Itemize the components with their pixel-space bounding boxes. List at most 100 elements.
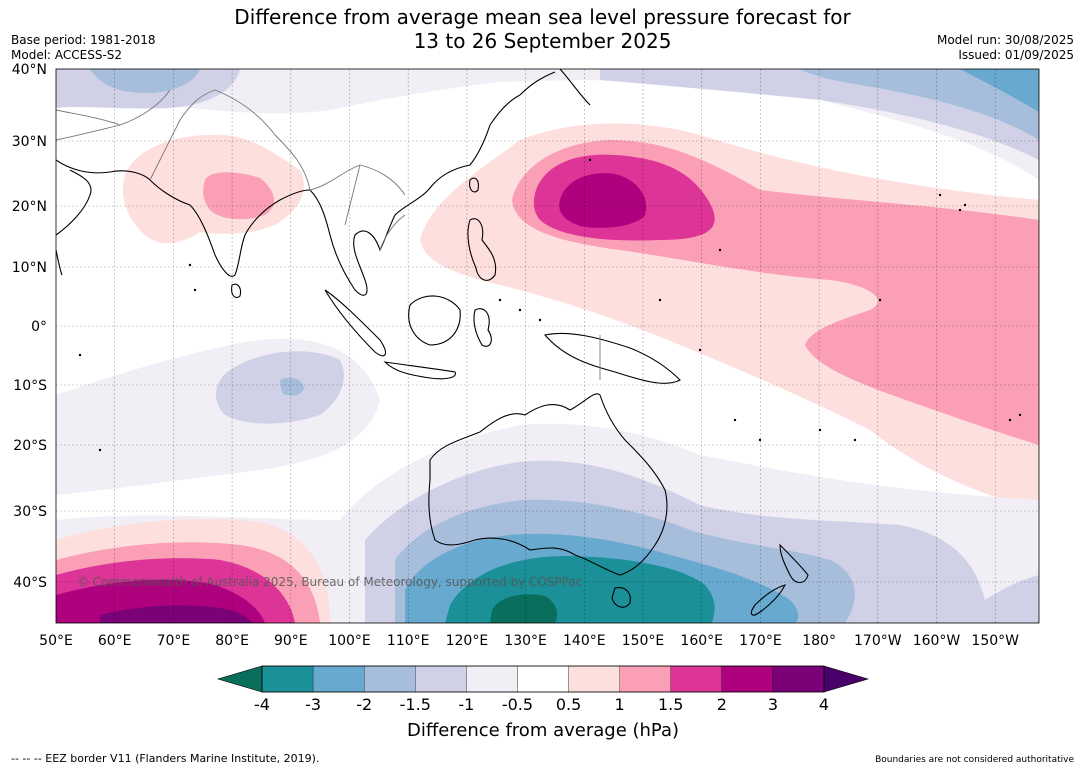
latitude-labels: 40°N 30°N 20°N 10°N 0° 10°S 20°S 30°S 40°S bbox=[12, 62, 47, 591]
colorbar-swatch bbox=[772, 665, 825, 693]
colorbar-swatch bbox=[466, 665, 518, 693]
border-3 bbox=[214, 89, 311, 191]
coast-australia bbox=[428, 393, 668, 576]
coast-sumatra bbox=[324, 289, 386, 357]
border-6 bbox=[379, 214, 406, 251]
anomaly-india-mid bbox=[203, 172, 275, 220]
coast-india bbox=[149, 179, 311, 277]
longitude-label: 130°E bbox=[504, 633, 547, 649]
meta-right: Model run: 30/08/2025 Issued: 01/09/2025 bbox=[937, 33, 1074, 63]
coast-taiwan bbox=[469, 177, 479, 193]
longitude-label: 150°W bbox=[971, 633, 1019, 649]
longitude-label: 100°E bbox=[328, 633, 371, 649]
latitude-label: 40°N bbox=[12, 62, 47, 78]
colorbar-tick-label: -1.5 bbox=[400, 695, 431, 714]
latitude-label: 20°N bbox=[12, 199, 47, 215]
latitude-label: 30°N bbox=[12, 134, 47, 150]
latitude-label: 30°S bbox=[13, 504, 47, 520]
border-8 bbox=[56, 109, 121, 126]
anomaly-north-blue3 bbox=[960, 69, 1039, 112]
title-line-1: Difference from average mean sea level p… bbox=[234, 5, 851, 29]
coast-java bbox=[383, 361, 456, 380]
coast-africa bbox=[56, 249, 63, 276]
coast-tasmania bbox=[611, 587, 631, 608]
colorbar-swatch bbox=[670, 665, 722, 693]
map-frame bbox=[55, 68, 1040, 624]
coast-japan bbox=[559, 69, 591, 106]
colorbar: -4 -3 -2 -1.5 -1 -0.5 0.5 1 1.5 2 3 4 bbox=[216, 665, 870, 714]
colorbar-tick-label: 1 bbox=[615, 695, 625, 714]
coast-china bbox=[519, 71, 556, 96]
latitude-label: 20°S bbox=[13, 438, 47, 454]
border-5 bbox=[344, 164, 361, 226]
colorbar-min-extend bbox=[216, 665, 263, 693]
colorbar-tick-label: -2 bbox=[356, 695, 372, 714]
anomaly-nw-blue2 bbox=[90, 69, 200, 94]
model-run: Model run: 30/08/2025 bbox=[936, 33, 1074, 47]
coast-arabia bbox=[56, 159, 151, 181]
anomaly-pacific-core bbox=[559, 173, 647, 228]
colorbar-title: Difference from average (hPa) bbox=[407, 720, 679, 741]
coastlines bbox=[56, 69, 809, 616]
longitude-label: 50°E bbox=[39, 633, 73, 649]
longitude-label: 150°E bbox=[622, 633, 665, 649]
anomaly-north-lilac bbox=[56, 69, 1039, 180]
coast-philippines bbox=[467, 218, 497, 281]
title-line-2: 13 to 26 September 2025 bbox=[413, 29, 672, 53]
colorbar-tick-label: -0.5 bbox=[502, 695, 533, 714]
colorbar-swatch bbox=[312, 665, 365, 693]
latitude-label: 10°N bbox=[12, 260, 47, 276]
latitude-label: 40°S bbox=[13, 575, 47, 591]
longitude-label: 60°E bbox=[98, 633, 132, 649]
longitude-label: 140°E bbox=[563, 633, 606, 649]
colorbar-tick-label: -1 bbox=[458, 695, 474, 714]
colorbar-swatch bbox=[721, 665, 774, 693]
colorbar-max-extend bbox=[823, 665, 870, 693]
longitude-label: 80°E bbox=[215, 633, 249, 649]
eez-note: -- -- -- EEZ border V11 (Flanders Marine… bbox=[11, 752, 320, 765]
coast-newzealand-north bbox=[779, 543, 809, 584]
longitude-label: 160°W bbox=[913, 633, 961, 649]
coast-arabia2 bbox=[56, 169, 92, 236]
coast-srilanka bbox=[231, 283, 242, 299]
figure-title: Difference from average mean sea level p… bbox=[0, 5, 1085, 53]
longitude-label: 90°E bbox=[274, 633, 308, 649]
colorbar-swatch bbox=[619, 665, 671, 693]
boundaries-note: Boundaries are not considered authoritat… bbox=[875, 755, 1074, 765]
border-2 bbox=[149, 89, 216, 181]
coast-borneo bbox=[408, 295, 461, 346]
longitude-label: 160°E bbox=[680, 633, 723, 649]
anomaly-io-blue bbox=[215, 351, 344, 424]
colorbar-tick-label: -4 bbox=[254, 695, 270, 714]
gridlines bbox=[56, 69, 1039, 623]
island-dots bbox=[78, 158, 1022, 452]
colorbar-tick-label: 4 bbox=[819, 695, 829, 714]
colorbar-swatch bbox=[517, 665, 569, 693]
colorbar-tick-label: 2 bbox=[717, 695, 727, 714]
colorbar-swatch bbox=[364, 665, 416, 693]
longitude-label: 110°E bbox=[387, 633, 430, 649]
longitude-label: 180° bbox=[802, 633, 836, 649]
base-period: Base period: 1981-2018 bbox=[11, 33, 156, 47]
longitude-label: 170°W bbox=[854, 633, 902, 649]
longitude-label: 170°E bbox=[739, 633, 782, 649]
colorbar-tick-label: -3 bbox=[305, 695, 321, 714]
colorbar-swatch bbox=[261, 665, 314, 693]
country-borders bbox=[56, 89, 601, 380]
issued-date: Issued: 01/09/2025 bbox=[958, 48, 1074, 62]
copyright-watermark: © Commonwealth of Australia 2025, Bureau… bbox=[77, 575, 582, 589]
colorbar-swatch bbox=[568, 665, 620, 693]
longitude-label: 70°E bbox=[157, 633, 191, 649]
anomaly-north-blue2 bbox=[800, 69, 1039, 140]
colorbar-tick-label: 3 bbox=[768, 695, 778, 714]
longitude-label: 120°E bbox=[446, 633, 489, 649]
anomaly-sio-max bbox=[100, 605, 252, 623]
colorbar-tick-label: 0.5 bbox=[556, 695, 581, 714]
longitude-labels: 50°E 60°E 70°E 80°E 90°E 100°E 110°E 120°E 130°E… bbox=[39, 633, 1019, 649]
meta-left: Base period: 1981-2018 Model: ACCESS-S2 bbox=[11, 33, 156, 63]
coast-newguinea bbox=[543, 332, 681, 384]
coast-sulawesi bbox=[473, 308, 492, 347]
colorbar-tick-label: 1.5 bbox=[658, 695, 683, 714]
anomaly-south-darkteal bbox=[490, 594, 558, 623]
